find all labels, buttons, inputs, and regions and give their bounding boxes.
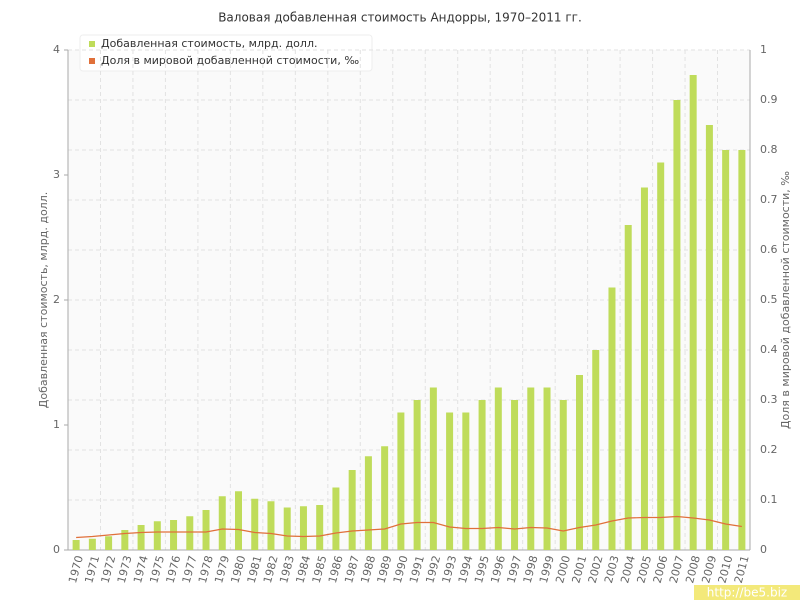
bar [88,538,96,550]
bar [478,400,486,550]
bar [559,400,567,550]
bar [543,387,551,550]
y2-tick-label: 0.2 [760,443,778,456]
legend-box [79,34,373,72]
watermark: http://be5.biz [707,586,787,600]
line [76,515,742,539]
bar [511,400,519,550]
bar [72,540,80,550]
y2-tick-label: 0.9 [760,93,778,106]
bar [689,75,697,550]
bar [722,150,730,550]
bar [576,375,583,550]
bar [592,350,600,550]
bar [316,505,324,550]
bar [218,496,226,550]
y2-axis-label: Доля в мировой добавленной стоимости, ‰ [779,171,792,429]
y-tick-label: 2 [53,293,60,306]
legend-swatch [89,41,95,47]
bar [170,520,178,550]
bar [332,487,340,550]
y2-tick-label: 0.8 [760,143,778,156]
y2-tick-label: 0.4 [760,343,778,356]
bar [657,162,665,550]
bar [608,287,616,550]
y-axis-label: Добавленная стоимость, млрд. долл. [37,192,50,408]
legend-swatch [89,58,95,64]
y-tick-label: 3 [53,168,60,181]
y-tick-label: 4 [53,43,60,56]
bar [121,530,129,550]
y-tick-label: 0 [53,543,60,556]
bar [348,470,356,550]
bar [267,501,275,550]
y-tick-label: 1 [53,418,60,431]
bar [429,387,437,550]
y2-tick-label: 1 [760,43,767,56]
bar [283,507,291,550]
y2-tick-label: 0.6 [760,243,778,256]
y2-tick-label: 0.5 [760,293,778,306]
bar [527,387,535,550]
legend-label: Добавленная стоимость, млрд. долл. [101,37,317,50]
bar [413,400,421,550]
bar [299,506,307,550]
bar [202,510,210,550]
bar [494,387,502,550]
bar [381,446,389,550]
bar [640,187,648,550]
bar [186,516,194,550]
y2-tick-label: 0.3 [760,393,778,406]
bar [235,491,242,550]
bar [705,125,713,550]
watermark-bg [694,585,800,600]
chart-title: Валовая добавленная стоимость Андорры, 1… [218,11,582,25]
y2-tick-label: 0.1 [760,493,778,506]
bar [364,456,372,550]
bar [105,536,113,550]
y2-tick-label: 0 [760,543,767,556]
bar [624,225,632,550]
bar [153,521,161,550]
y2-tick-label: 0.7 [760,193,778,206]
bar [462,412,470,550]
bar [738,150,746,550]
bar [251,498,259,550]
bar [446,412,454,550]
bar [397,412,405,550]
bar [673,100,681,550]
bar [137,525,145,550]
